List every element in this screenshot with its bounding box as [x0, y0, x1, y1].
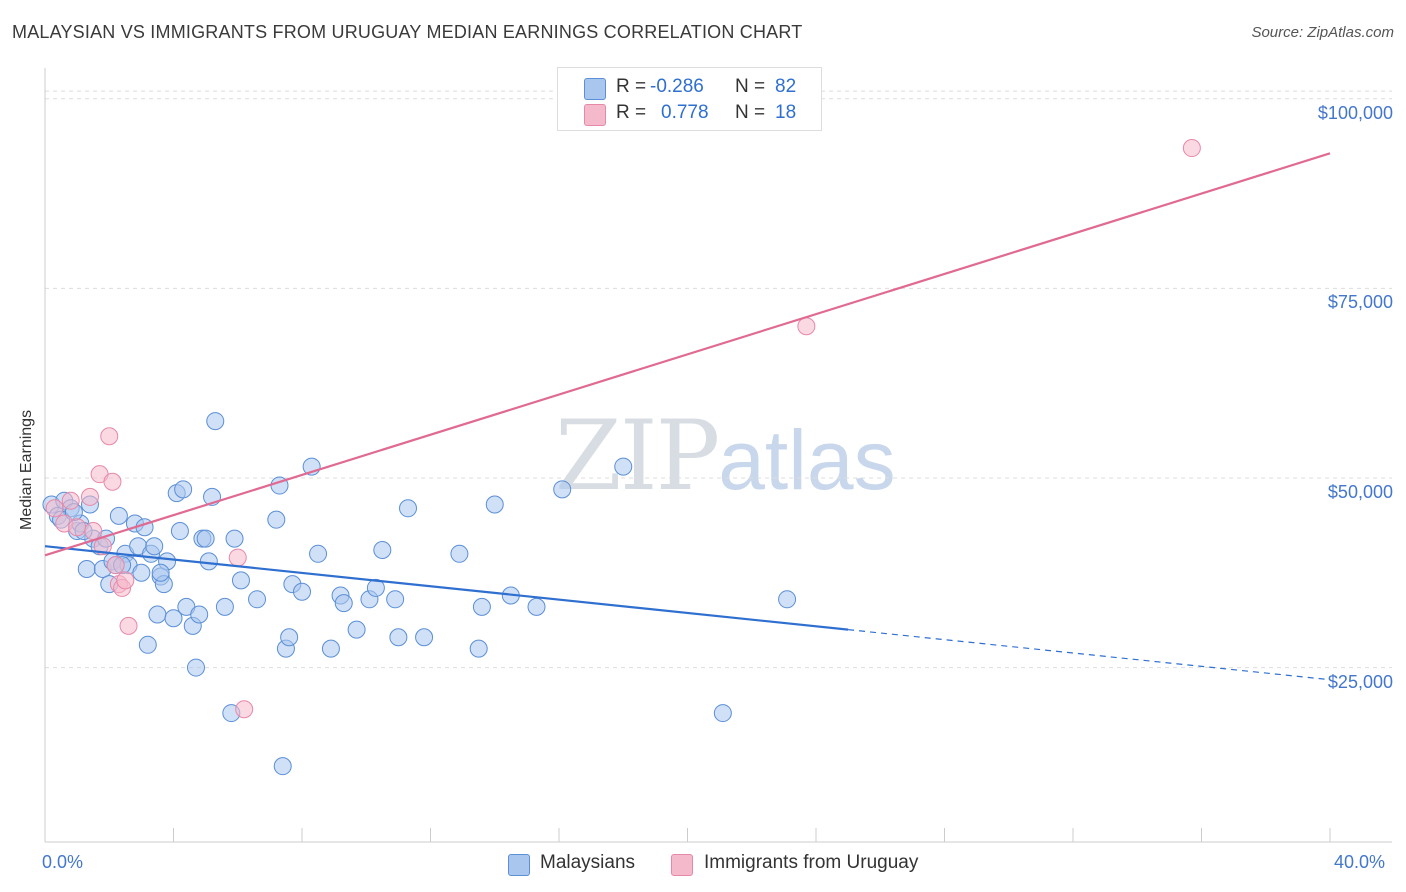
malaysian-point [174, 480, 193, 499]
malaysian-point [450, 544, 469, 563]
uruguay-point [228, 548, 247, 567]
y-tick-label: $100,000 [1317, 102, 1393, 123]
legend-n-value: 82 [775, 76, 797, 97]
malaysian-point [231, 571, 250, 590]
malaysian-point [148, 605, 167, 624]
legend-r-value: 0.778 [661, 102, 709, 123]
malaysian-point [713, 704, 732, 723]
bottom-legend-label: Malaysians [540, 852, 636, 873]
legend-n-label: N = [735, 76, 766, 97]
malaysian-point [778, 590, 797, 609]
malaysian-point [472, 597, 491, 616]
x-tick-min: 0.0% [42, 852, 84, 872]
malaysian-point [273, 757, 292, 776]
malaysian-point [373, 541, 392, 560]
malaysian-point [77, 559, 96, 578]
y-tick-label: $75,000 [1327, 292, 1393, 313]
uruguay-point [119, 616, 138, 635]
malaysian-point [170, 522, 189, 541]
malaysian-point [151, 563, 170, 582]
uruguay-point [61, 491, 80, 510]
malaysian-point [469, 639, 488, 658]
malaysian-point [334, 594, 353, 613]
malaysian-point [347, 620, 366, 639]
uruguay-trend-line [44, 152, 1331, 557]
uruguay-point [797, 317, 816, 336]
malaysian-trend-extension [848, 629, 1331, 681]
malaysian-point [293, 582, 311, 601]
uruguay-point [1182, 139, 1201, 158]
legend-r-label: R = [616, 102, 647, 123]
source-note: Source: ZipAtlas.com [1251, 24, 1394, 41]
malaysian-point [109, 506, 128, 525]
malaysian-point [225, 529, 244, 548]
malaysian-point [309, 544, 328, 563]
uruguay-point [45, 499, 64, 518]
malaysian-point [248, 590, 267, 609]
uruguay-point [106, 556, 125, 575]
watermark-atlas: atlas [718, 413, 896, 507]
malaysian-point [267, 510, 286, 529]
malaysian-point [164, 609, 183, 628]
malaysian-point [280, 628, 299, 647]
chart-title: MALAYSIAN VS IMMIGRANTS FROM URUGUAY MED… [12, 22, 803, 42]
malaysian-point [366, 578, 385, 597]
uruguay-point [100, 427, 119, 446]
legend-n-label: N = [735, 102, 766, 123]
malaysian-point [485, 495, 504, 514]
malaysian-point [215, 597, 234, 616]
malaysian-point [190, 605, 209, 624]
legend-swatch-pink [584, 104, 606, 126]
legend-r-label: R = [616, 76, 647, 97]
x-tick-max: 40.0% [1334, 852, 1386, 872]
bottom-legend-swatch-pink [671, 854, 693, 876]
bottom-legend-label: Immigrants from Uruguay [704, 852, 919, 873]
uruguay-point [103, 472, 122, 491]
malaysian-point [145, 537, 164, 556]
malaysian-point [527, 597, 546, 616]
y-axis-label: Median Earnings [18, 409, 35, 530]
malaysian-point [206, 412, 225, 431]
malaysian-point [196, 529, 215, 548]
malaysian-point [389, 628, 408, 647]
malaysian-point [186, 658, 205, 677]
uruguay-point [68, 518, 87, 537]
y-tick-label: $25,000 [1327, 671, 1393, 692]
malaysian-point [415, 628, 434, 647]
uruguay-point [116, 571, 135, 590]
legend-swatch-blue [584, 78, 606, 100]
uruguay-point [235, 700, 254, 719]
legend-n-value: 18 [775, 102, 797, 123]
watermark-zip: ZIP [555, 400, 720, 512]
bottom-legend-swatch-blue [508, 854, 530, 876]
malaysian-point [321, 639, 340, 658]
stats-legend: R = -0.286 N = 82 R = 0.778 N = 18 [557, 67, 822, 131]
malaysian-point [614, 457, 633, 476]
uruguay-point [80, 487, 99, 506]
uruguay-point [84, 522, 103, 541]
malaysian-point [399, 499, 418, 518]
watermark: ZIPatlas [555, 400, 896, 512]
malaysian-point [386, 590, 405, 609]
malaysian-point [553, 480, 572, 499]
legend-r-value: -0.286 [650, 76, 704, 97]
malaysian-trend-line [44, 545, 849, 631]
malaysian-point [199, 552, 218, 571]
malaysian-point [138, 635, 157, 654]
y-tick-label: $50,000 [1327, 481, 1393, 502]
malaysian-point [132, 563, 151, 582]
